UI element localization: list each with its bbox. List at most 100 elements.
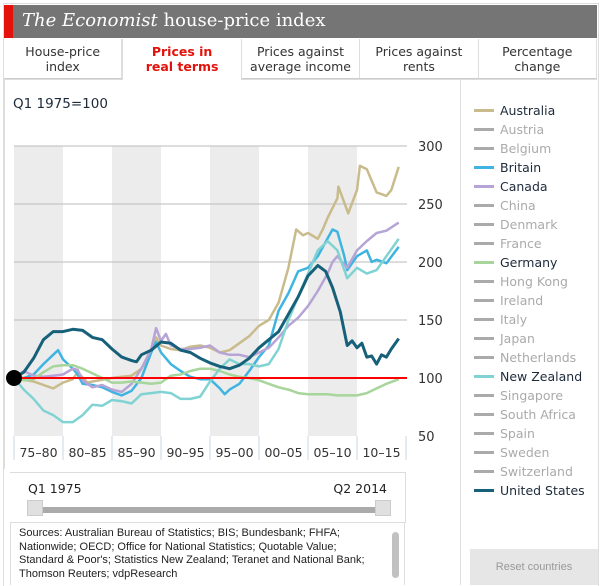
x-tick-label: 95–00 bbox=[215, 445, 253, 460]
legend-item-britain[interactable]: Britain bbox=[474, 158, 585, 177]
tab-prices-inreal-terms[interactable]: Prices in real terms bbox=[122, 39, 242, 80]
legend-label: Switzerland bbox=[500, 464, 573, 479]
legend-item-australia[interactable]: Australia bbox=[474, 101, 585, 120]
legend-item-united-states[interactable]: United States bbox=[474, 481, 585, 500]
legend-label: Austria bbox=[500, 122, 545, 137]
legend-label: Britain bbox=[500, 160, 542, 175]
x-tick-label: 05–10 bbox=[313, 445, 351, 460]
date-range-slider: Q1 1975 Q2 2014 bbox=[10, 472, 406, 523]
x-tick-label: 00–05 bbox=[264, 445, 302, 460]
legend-swatch bbox=[474, 166, 494, 169]
divider bbox=[4, 79, 5, 469]
legend-swatch bbox=[474, 185, 494, 188]
tab-prices-againstrents[interactable]: Prices against rents bbox=[360, 39, 479, 79]
sources-text: Sources: Australian Bureau of Statistics… bbox=[19, 527, 365, 580]
tab-label-line2: real terms bbox=[145, 59, 219, 74]
legend-item-italy[interactable]: Italy bbox=[474, 310, 585, 329]
y-tick-label: 100 bbox=[418, 372, 443, 387]
legend-label: Denmark bbox=[500, 217, 558, 232]
legend-label: Germany bbox=[500, 255, 558, 270]
slider-track[interactable] bbox=[37, 507, 387, 513]
legend-swatch bbox=[474, 413, 494, 416]
legend-swatch bbox=[474, 375, 494, 378]
legend-label: Australia bbox=[500, 103, 556, 118]
legend-item-germany[interactable]: Germany bbox=[474, 253, 585, 272]
legend-swatch bbox=[474, 242, 494, 245]
y-tick-label: 300 bbox=[418, 140, 443, 155]
y-tick-label: 50 bbox=[418, 430, 435, 445]
legend-swatch bbox=[474, 223, 494, 226]
tab-label-line1: Prices against bbox=[256, 44, 345, 59]
divider bbox=[460, 79, 461, 585]
start-point-marker bbox=[6, 370, 22, 386]
legend-label: China bbox=[500, 198, 536, 213]
series-line-britain bbox=[14, 228, 400, 397]
slider-end-handle[interactable] bbox=[375, 500, 391, 516]
legend-label: United States bbox=[500, 483, 585, 498]
tab-label-line2: rents bbox=[402, 59, 435, 74]
tab-bar: House-price index Prices in real terms Price… bbox=[4, 39, 598, 80]
legend-label: Ireland bbox=[500, 293, 544, 308]
scrollbar[interactable] bbox=[392, 532, 399, 578]
legend-item-austria[interactable]: Austria bbox=[474, 120, 585, 139]
slider-start-label: Q1 1975 bbox=[28, 481, 82, 496]
legend-item-singapore[interactable]: Singapore bbox=[474, 386, 585, 405]
legend-swatch bbox=[474, 280, 494, 283]
series-line-australia bbox=[13, 164, 400, 390]
legend-item-hong-kong[interactable]: Hong Kong bbox=[474, 272, 585, 291]
sources-box: Sources: Australian Bureau of Statistics… bbox=[10, 522, 405, 585]
legend-label: South Africa bbox=[500, 407, 576, 422]
period-band bbox=[112, 146, 161, 436]
x-tick-label: 90–95 bbox=[166, 445, 204, 460]
x-tick-label: 80–85 bbox=[68, 445, 106, 460]
widget-frame bbox=[3, 3, 599, 586]
legend-label: Sweden bbox=[500, 445, 550, 460]
legend-label: Singapore bbox=[500, 388, 564, 403]
legend-item-netherlands[interactable]: Netherlands bbox=[474, 348, 585, 367]
legend-swatch bbox=[474, 394, 494, 397]
legend-swatch bbox=[474, 318, 494, 321]
legend-swatch bbox=[474, 128, 494, 131]
legend-item-france[interactable]: France bbox=[474, 234, 585, 253]
legend-swatch bbox=[474, 261, 494, 264]
legend-swatch bbox=[474, 489, 494, 492]
tab-label-line1: Prices against bbox=[375, 44, 463, 59]
tab-percentagechange[interactable]: Percentage change bbox=[478, 39, 598, 79]
legend-label: Canada bbox=[500, 179, 548, 194]
legend-label: Belgium bbox=[500, 141, 552, 156]
legend-label: Hong Kong bbox=[500, 274, 568, 289]
legend-item-switzerland[interactable]: Switzerland bbox=[474, 462, 585, 481]
legend-label: Spain bbox=[500, 426, 535, 441]
tab-label-line1: Percentage bbox=[502, 44, 573, 59]
legend-label: Italy bbox=[500, 312, 528, 327]
slider-start-handle[interactable] bbox=[27, 500, 43, 516]
tab-house-priceindex[interactable]: House-price index bbox=[4, 39, 123, 79]
tab-label-line1: House-price bbox=[25, 44, 101, 59]
legend-item-south-africa[interactable]: South Africa bbox=[474, 405, 585, 424]
legend-label: Netherlands bbox=[500, 350, 577, 365]
legend-swatch bbox=[474, 451, 494, 454]
title-bar: The Economist house-price index bbox=[4, 5, 597, 38]
legend-item-denmark[interactable]: Denmark bbox=[474, 215, 585, 234]
legend-item-china[interactable]: China bbox=[474, 196, 585, 215]
tab-label-line2: average income bbox=[250, 59, 351, 74]
tab-prices-againstaverage-income[interactable]: Prices against average income bbox=[241, 39, 361, 79]
y-tick-label: 200 bbox=[418, 256, 443, 271]
y-tick-label: 150 bbox=[418, 314, 443, 329]
legend-swatch bbox=[474, 147, 494, 150]
legend-swatch bbox=[474, 204, 494, 207]
legend-item-belgium[interactable]: Belgium bbox=[474, 139, 585, 158]
x-tick-label: 85–90 bbox=[117, 445, 155, 460]
y-tick-label: 250 bbox=[418, 198, 443, 213]
series-line-united-states bbox=[13, 264, 400, 380]
title-brand: The Economist bbox=[22, 10, 158, 31]
period-band bbox=[14, 146, 63, 436]
legend-item-ireland[interactable]: Ireland bbox=[474, 291, 585, 310]
chart-subtitle: Q1 1975=100 bbox=[13, 96, 108, 112]
legend-item-new-zealand[interactable]: New Zealand bbox=[474, 367, 585, 386]
legend-item-canada[interactable]: Canada bbox=[474, 177, 585, 196]
legend-item-sweden[interactable]: Sweden bbox=[474, 443, 585, 462]
legend-item-spain[interactable]: Spain bbox=[474, 424, 585, 443]
reset-countries-button[interactable]: Reset countries bbox=[470, 549, 598, 585]
legend-item-japan[interactable]: Japan bbox=[474, 329, 585, 348]
